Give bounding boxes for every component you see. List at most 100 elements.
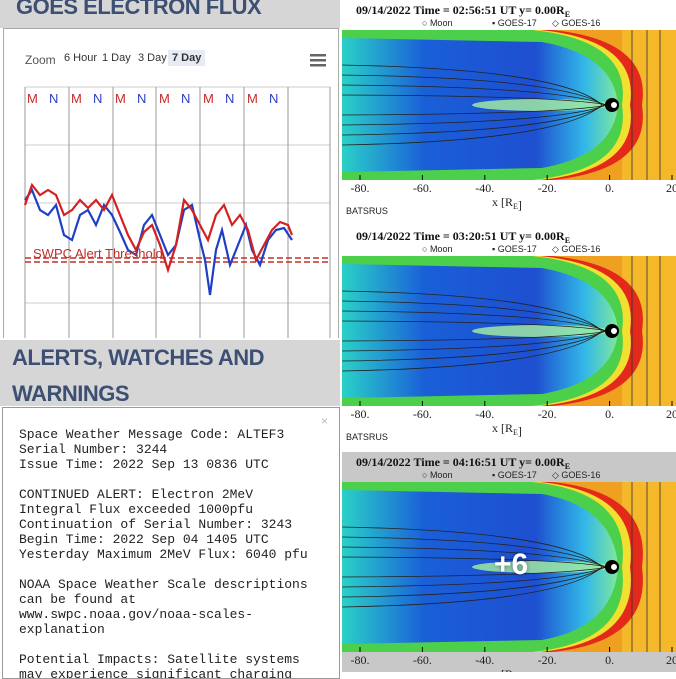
legend-text: Moon bbox=[430, 470, 453, 480]
earth-day bbox=[611, 328, 617, 334]
x-axis-label-sub: E bbox=[513, 202, 518, 211]
legend-entry: ○ Moon bbox=[422, 244, 452, 254]
x-tick-label: -40. bbox=[475, 653, 494, 667]
legend-entry: ▪ GOES-17 bbox=[492, 470, 537, 480]
x-tick-label: 0. bbox=[605, 181, 614, 195]
x-tick-label: -80. bbox=[351, 653, 370, 667]
event-marker: M bbox=[71, 91, 82, 106]
source-label: BATSRUS bbox=[346, 206, 388, 216]
close-button[interactable]: × bbox=[321, 414, 329, 428]
message-line: can be found at bbox=[19, 592, 137, 607]
message-line: CONTINUED ALERT: Electron 2MeV bbox=[19, 487, 254, 502]
x-tick-label: -80. bbox=[351, 181, 370, 195]
plasma-sheet bbox=[472, 561, 612, 573]
message-paragraph: NOAA Space Weather Scale descriptions can… bbox=[19, 577, 308, 637]
legend-entry: ◇ GOES-16 bbox=[552, 470, 600, 480]
timestamp-text: 09/14/2022 Time = 04:16:51 UT y= 0.00R bbox=[356, 455, 565, 469]
x-tick-label: -80. bbox=[351, 407, 370, 421]
plasma-sheet bbox=[472, 99, 612, 111]
x-axis-label: x [RE] bbox=[492, 667, 522, 672]
x-tick-label: 0. bbox=[605, 653, 614, 667]
more-count: +6 bbox=[494, 548, 529, 581]
legend-entry: ▪ GOES-17 bbox=[492, 244, 537, 254]
message-line: NOAA Space Weather Scale descriptions bbox=[19, 577, 308, 592]
source-label: BATSRUS bbox=[346, 432, 388, 442]
field-line bbox=[342, 290, 603, 372]
legend-text: GOES-16 bbox=[561, 244, 600, 254]
message-paragraph: Potential Impacts: Satellite systems may … bbox=[19, 652, 308, 678]
legend-text: GOES-17 bbox=[498, 244, 537, 254]
message-line: Space Weather Message Code: ALTEF3 bbox=[19, 427, 285, 442]
legend-text: GOES-16 bbox=[561, 18, 600, 28]
x-axis-label-text: x [R bbox=[492, 195, 513, 209]
x-tick-label: -20. bbox=[538, 653, 557, 667]
timestamp: 09/14/2022 Time = 04:16:51 UT y= 0.00RE bbox=[356, 455, 570, 471]
message-line: Serial Number: 3244 bbox=[19, 442, 168, 457]
x-tick-label: 20 bbox=[666, 181, 676, 195]
model-panel: 09/14/2022 Time = 04:16:51 UT y= 0.00RE○… bbox=[342, 452, 676, 672]
x-tick-label: -40. bbox=[475, 407, 494, 421]
x-axis-label-text: x [R bbox=[492, 421, 513, 435]
alert-message: Space Weather Message Code: ALTEF3 Serial… bbox=[19, 427, 308, 678]
earth-day bbox=[611, 564, 617, 570]
menu-icon[interactable] bbox=[308, 52, 328, 68]
legend-text: Moon bbox=[430, 18, 453, 28]
legend-text: GOES-16 bbox=[561, 470, 600, 480]
x-tick-label: -20. bbox=[538, 407, 557, 421]
x-axis-label-sub: E bbox=[513, 428, 518, 437]
x-tick-label: 20 bbox=[666, 407, 676, 421]
earth-day bbox=[611, 102, 617, 108]
field-line bbox=[342, 64, 603, 146]
timestamp: 09/14/2022 Time = 02:56:51 UT y= 0.00RE bbox=[356, 3, 570, 19]
timestamp-text: 09/14/2022 Time = 03:20:51 UT y= 0.00R bbox=[356, 229, 565, 243]
threshold-label: SWPC Alert Threshold bbox=[33, 246, 163, 261]
timestamp: 09/14/2022 Time = 03:20:51 UT y= 0.00RE bbox=[356, 229, 570, 245]
message-line: Yesterday Maximum 2MeV Flux: 6040 pfu bbox=[19, 547, 308, 562]
event-marker: N bbox=[225, 91, 234, 106]
x-axis-label-text: x [R bbox=[492, 667, 513, 672]
timestamp-subscript: E bbox=[565, 236, 570, 245]
x-tick-label: 0. bbox=[605, 407, 614, 421]
event-marker: N bbox=[269, 91, 278, 106]
field-line bbox=[342, 536, 605, 598]
zoom-button[interactable]: 7 Day bbox=[168, 50, 206, 66]
event-marker: N bbox=[49, 91, 58, 106]
plasma-sheet bbox=[472, 325, 612, 337]
timestamp-subscript: E bbox=[565, 462, 570, 471]
zoom-button[interactable]: 6 Hour bbox=[64, 52, 98, 64]
event-marker: M bbox=[115, 91, 126, 106]
message-paragraph: CONTINUED ALERT: Electron 2MeV Integral F… bbox=[19, 487, 308, 562]
alerts-box: × Space Weather Message Code: ALTEF3 Seri… bbox=[2, 407, 340, 679]
x-tick-label: -20. bbox=[538, 181, 557, 195]
model-column: 09/14/2022 Time = 02:56:51 UT y= 0.00RE ○… bbox=[342, 0, 676, 672]
legend-entry: ◇ GOES-16 bbox=[552, 244, 600, 254]
zoom-label: Zoom bbox=[25, 53, 56, 67]
zoom-button[interactable]: 1 Day bbox=[102, 52, 131, 64]
zoom-button[interactable]: 3 Day bbox=[138, 52, 167, 64]
x-tick-label: -40. bbox=[475, 181, 494, 195]
flux-header: GOES ELECTRON FLUX bbox=[0, 0, 340, 28]
x-tick-label: -60. bbox=[413, 407, 432, 421]
x-tick-label: -60. bbox=[413, 653, 432, 667]
legend-text: Moon bbox=[430, 244, 453, 254]
timestamp-subscript: E bbox=[565, 10, 570, 19]
legend-entry: ○ Moon bbox=[422, 470, 452, 480]
x-axis-label: x [RE] bbox=[492, 195, 522, 212]
field-line bbox=[342, 526, 603, 608]
flux-panel: GOES ELECTRON FLUX Zoom 6 Hour 1 Day 3 D… bbox=[0, 0, 340, 338]
message-line: Continuation of Serial Number: 3243 bbox=[19, 517, 293, 532]
model-panel: 09/14/2022 Time = 03:20:51 UT y= 0.00RE○… bbox=[342, 226, 676, 450]
legend-entry: ○ Moon bbox=[422, 18, 452, 28]
message-line: Begin Time: 2022 Sep 04 1405 UTC bbox=[19, 532, 269, 547]
message-line: Integral Flux exceeded 1000pfu bbox=[19, 502, 254, 517]
timestamp-text: 09/14/2022 Time = 02:56:51 UT y= 0.00R bbox=[356, 3, 565, 17]
x-tick-label: -60. bbox=[413, 181, 432, 195]
field-line bbox=[342, 74, 605, 136]
event-marker: N bbox=[137, 91, 146, 106]
event-marker: M bbox=[247, 91, 258, 106]
model-panel: 09/14/2022 Time = 02:56:51 UT y= 0.00RE○… bbox=[342, 0, 676, 224]
x-axis-label: x [RE] bbox=[492, 421, 522, 438]
alerts-header: ALERTS, WATCHES AND WARNINGS bbox=[0, 340, 340, 406]
